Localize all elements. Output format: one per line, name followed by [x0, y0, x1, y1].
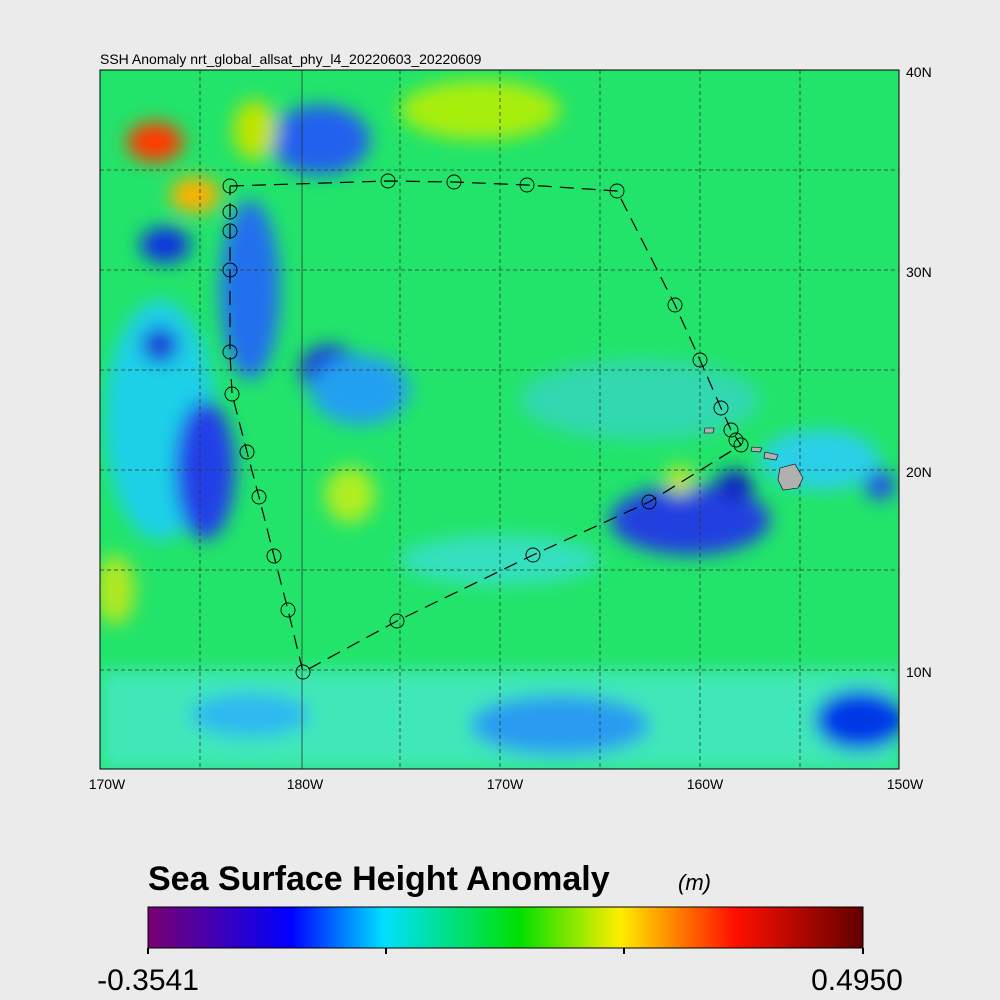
colorbar-ticks — [147, 948, 864, 954]
x-tick-label: 180W — [287, 776, 324, 792]
ship-track — [222, 173, 749, 680]
y-tick-label: 20N — [906, 464, 932, 480]
x-tick-label: 150W — [887, 776, 924, 792]
y-tick-label: 30N — [906, 264, 932, 280]
y-tick-label: 10N — [906, 664, 932, 680]
y-tick-label: 40N — [906, 64, 932, 80]
map-title: SSH Anomaly nrt_global_allsat_phy_l4_202… — [100, 51, 482, 67]
x-tick-label: 160W — [687, 776, 724, 792]
y-axis-labels: 40N 30N 20N 10N — [906, 64, 932, 680]
x-axis-labels: 170W 180W 170W 160W 150W — [89, 776, 924, 792]
map-frame — [99, 69, 900, 770]
hawaii-islands — [703, 427, 804, 491]
x-tick-label: 170W — [89, 776, 126, 792]
x-tick-label: 170W — [487, 776, 524, 792]
graticule — [100, 70, 899, 769]
colorbar-max: 0.4950 — [811, 964, 903, 997]
colorbar-unit: (m) — [678, 870, 711, 895]
ssh-field — [100, 70, 899, 769]
colorbar — [147, 906, 864, 949]
colorbar-min: -0.3541 — [97, 964, 199, 997]
colorbar-title: Sea Surface Height Anomaly — [148, 860, 610, 898]
